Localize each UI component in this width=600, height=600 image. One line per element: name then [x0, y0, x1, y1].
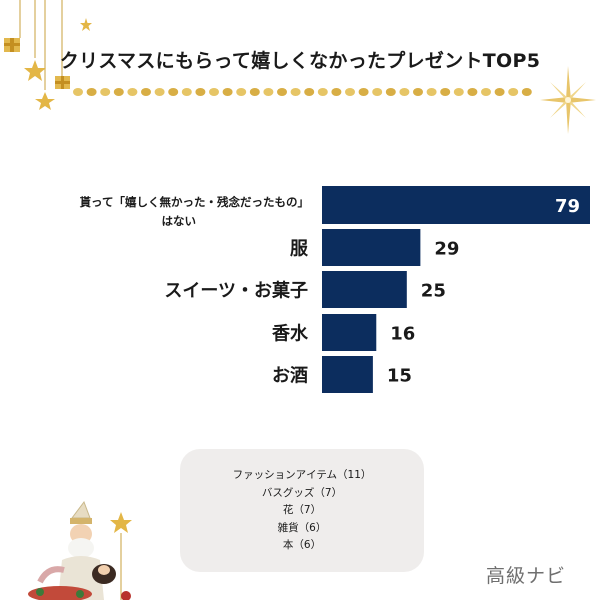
others-item: ファッションアイテム（11）	[232, 469, 372, 481]
bar-1	[322, 229, 421, 266]
star-icon	[110, 512, 132, 533]
value-label-2: 25	[421, 281, 446, 302]
gift-box-icon	[4, 38, 20, 52]
gift-box-icon	[55, 76, 70, 89]
star-icon	[35, 92, 55, 110]
chart-title: クリスマスにもらって嬉しくなかったプレゼントTOP5	[59, 50, 541, 72]
bar-0	[322, 186, 590, 224]
brand-logo: 高級ナビ	[486, 565, 567, 587]
bar-4	[322, 356, 373, 393]
category-label-1: 服	[290, 239, 309, 260]
dotted-garland	[73, 88, 532, 96]
others-panel: ファッションアイテム（11） バスグッズ（7） 花（7） 雑貨（6） 本（6）	[180, 449, 424, 572]
category-label-3: 香水	[271, 323, 309, 345]
category-label-2: スイーツ・お菓子	[164, 280, 308, 302]
bar-2	[322, 271, 407, 308]
bar-chart: 貰って「嬉しく無かった・残念だったもの」はない 79 服 29 スイーツ・お菓子 25 香水…	[80, 186, 590, 393]
star-icon	[80, 18, 92, 31]
others-list: ファッションアイテム（11） バスグッズ（7） 花（7） 雑貨（6） 本（6）	[180, 467, 424, 555]
santa-illustration	[28, 500, 132, 600]
others-item: 本（6）	[282, 539, 322, 551]
value-label-4: 15	[387, 366, 412, 387]
christmas-decoration	[4, 0, 596, 134]
value-label-1: 29	[434, 239, 459, 260]
value-label-3: 16	[390, 324, 415, 345]
category-label-0: 貰って「嬉しく無かった・残念だったもの」はない	[80, 195, 309, 228]
bar-3	[322, 314, 377, 351]
others-item: 雑貨（6）	[277, 521, 327, 534]
star-icon	[24, 60, 46, 81]
others-item: バスグッズ（7）	[261, 486, 343, 499]
others-item: 花（7）	[282, 504, 322, 516]
value-label-0: 79	[555, 196, 580, 217]
category-label-4: お酒	[272, 365, 308, 387]
sparkle-icon	[540, 66, 596, 134]
